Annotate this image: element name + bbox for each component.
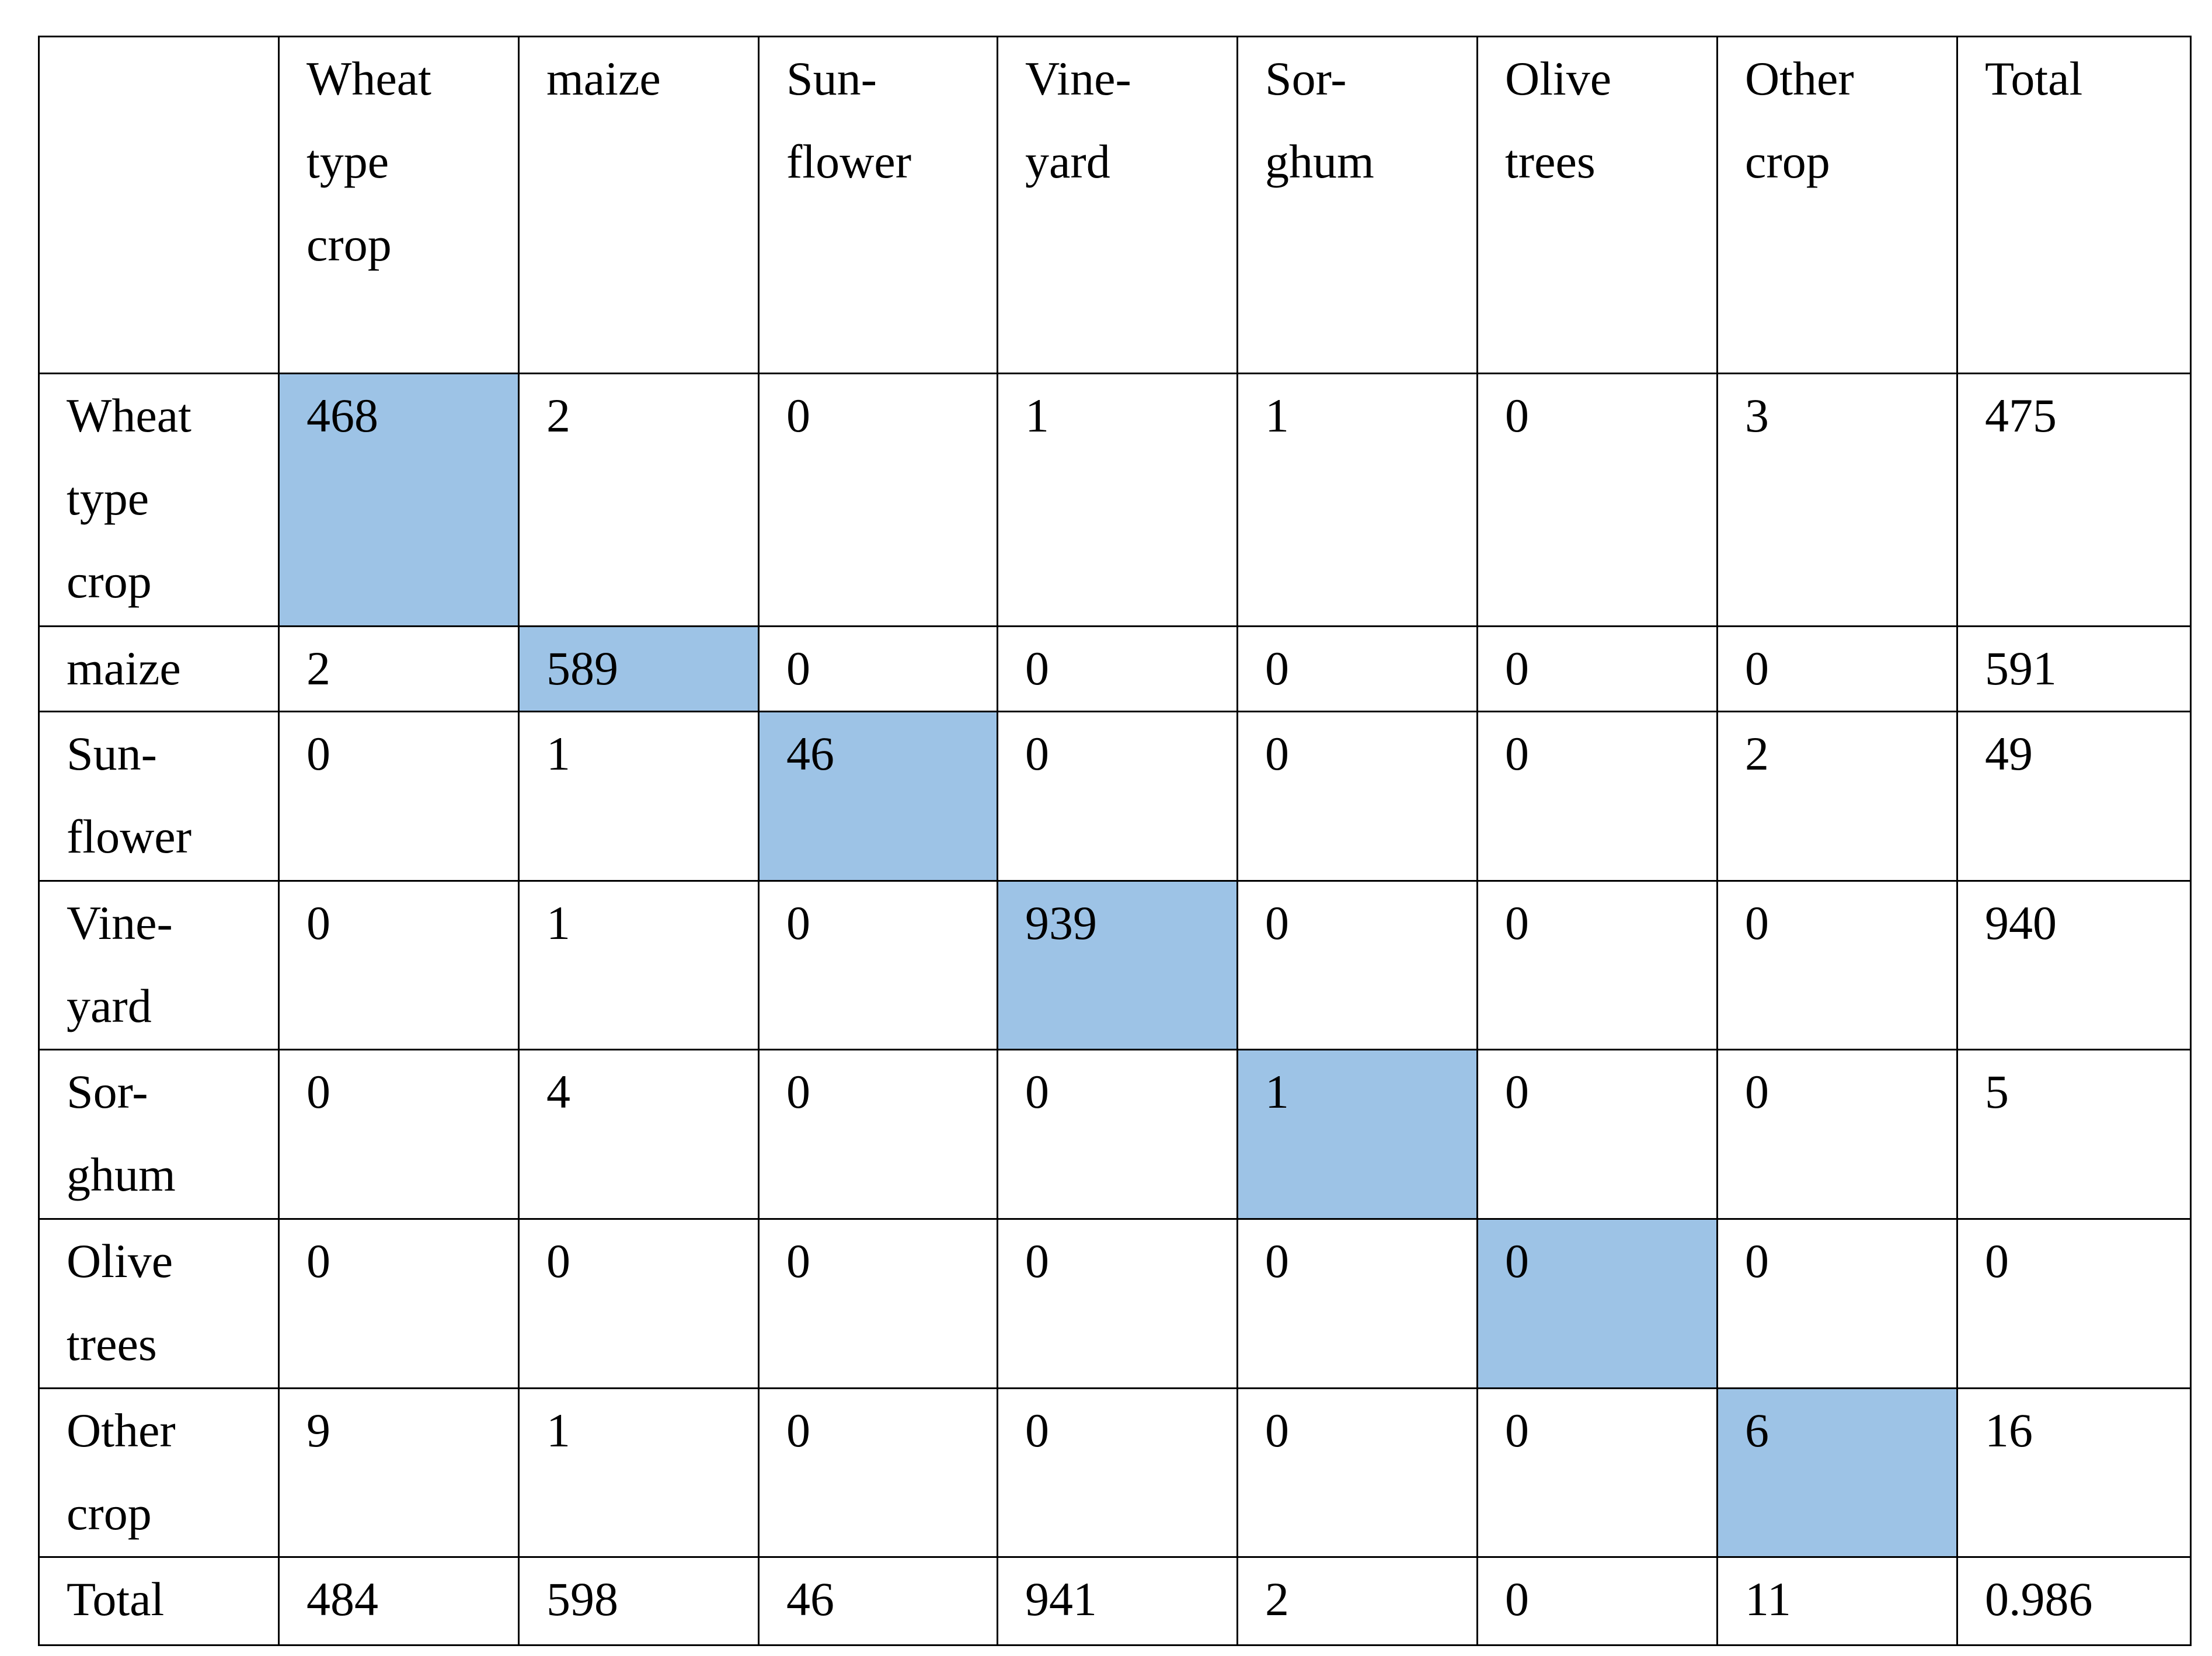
table-cell: 49 [1956, 711, 2192, 882]
row-header: Total [38, 1556, 280, 1646]
table-cell: 1 [518, 1387, 760, 1558]
table-cell: 1 [1236, 1049, 1478, 1220]
table-cell: 4 [518, 1049, 760, 1220]
table-cell: 0 [1476, 1218, 1718, 1389]
table-cell: 6 [1716, 1387, 1958, 1558]
confusion-table: Wheat type crop maize Sun-flower Vine-yard S… [38, 36, 2192, 1646]
table-cell: 0 [997, 1387, 1238, 1558]
row-header: Vine-yard [38, 880, 280, 1050]
table-cell: 589 [518, 625, 760, 712]
table-cell: 11 [1716, 1556, 1958, 1646]
table-cell: 0 [758, 1049, 998, 1220]
table-cell: 468 [278, 373, 520, 627]
row-header: Sun-flower [38, 711, 280, 882]
row-header: maize [38, 625, 280, 712]
table-cell: 0 [278, 1218, 520, 1389]
table-cell: 0 [1476, 880, 1718, 1050]
table-cell: 46 [758, 711, 998, 882]
table-cell: 2 [1236, 1556, 1478, 1646]
table-cell: 0 [1236, 1218, 1478, 1389]
row-header: Olive trees [38, 1218, 280, 1389]
table-cell: 0 [1476, 373, 1718, 627]
table-row: Olive trees 0 0 0 0 0 0 0 0 [38, 1218, 2192, 1389]
table-cell: 1 [997, 373, 1238, 627]
table-cell: 0 [997, 625, 1238, 712]
table-cell: 0 [758, 625, 998, 712]
column-header: Wheat type crop [278, 36, 520, 374]
table-cell: 0 [1956, 1218, 2192, 1389]
table-cell: 5 [1956, 1049, 2192, 1220]
table-row: Wheat type crop 468 2 0 1 1 0 3 475 [38, 373, 2192, 627]
table-cell: 941 [997, 1556, 1238, 1646]
header-row: Wheat type crop maize Sun-flower Vine-yard S… [38, 36, 2192, 374]
table-cell: 3 [1716, 373, 1958, 627]
table-cell: 475 [1956, 373, 2192, 627]
table-cell: 0 [997, 711, 1238, 882]
table-cell: 0 [1236, 711, 1478, 882]
table-row: Other crop 9 1 0 0 0 0 6 16 [38, 1387, 2192, 1558]
table-cell: 0 [1716, 625, 1958, 712]
table-cell: 0 [1716, 880, 1958, 1050]
column-header: maize [518, 36, 760, 374]
table-cell: 940 [1956, 880, 2192, 1050]
table-cell: 16 [1956, 1387, 2192, 1558]
table-row: Vine-yard 0 1 0 939 0 0 0 940 [38, 880, 2192, 1050]
table-cell: 0 [997, 1218, 1238, 1389]
table-cell: 0 [278, 880, 520, 1050]
table-cell: 0 [1476, 711, 1718, 882]
column-header: Sun-flower [758, 36, 998, 374]
table-cell: 0 [1716, 1218, 1958, 1389]
table-cell: 9 [278, 1387, 520, 1558]
table-cell: 0 [1236, 625, 1478, 712]
table-cell: 1 [518, 880, 760, 1050]
table-cell: 939 [997, 880, 1238, 1050]
table-cell: 0 [1236, 880, 1478, 1050]
table-cell: 1 [518, 711, 760, 882]
table-cell: 0 [758, 1218, 998, 1389]
table-cell: 0 [1476, 1556, 1718, 1646]
table-cell: 0 [758, 1387, 998, 1558]
table-cell: 0 [1236, 1387, 1478, 1558]
row-header: Sor-ghum [38, 1049, 280, 1220]
row-header: Wheat type crop [38, 373, 280, 627]
table-cell: 1 [1236, 373, 1478, 627]
column-header: Total [1956, 36, 2192, 374]
table-cell: 46 [758, 1556, 998, 1646]
table-cell: 0 [1476, 1387, 1718, 1558]
column-header: Olive trees [1476, 36, 1718, 374]
table-row: Sun-flower 0 1 46 0 0 0 2 49 [38, 711, 2192, 882]
table-row: maize 2 589 0 0 0 0 0 591 [38, 625, 2192, 712]
table-row: Total 484 598 46 941 2 0 11 0.986 [38, 1556, 2192, 1646]
table-cell: 0 [518, 1218, 760, 1389]
table-cell: 2 [518, 373, 760, 627]
table-cell: 0 [278, 1049, 520, 1220]
table-cell: 0 [758, 880, 998, 1050]
column-header: Vine-yard [997, 36, 1238, 374]
table-cell: 0.986 [1956, 1556, 2192, 1646]
column-header: Sor-ghum [1236, 36, 1478, 374]
table-row: Sor-ghum 0 4 0 0 1 0 0 5 [38, 1049, 2192, 1220]
table-cell: 598 [518, 1556, 760, 1646]
table-cell: 591 [1956, 625, 2192, 712]
table-cell: 2 [1716, 711, 1958, 882]
table-cell: 0 [1476, 1049, 1718, 1220]
table-cell: 2 [278, 625, 520, 712]
table-cell: 0 [1716, 1049, 1958, 1220]
table-cell: 0 [997, 1049, 1238, 1220]
table-cell: 0 [758, 373, 998, 627]
table-cell: 0 [278, 711, 520, 882]
table-cell: 0 [1476, 625, 1718, 712]
column-header: Other crop [1716, 36, 1958, 374]
table-cell: 484 [278, 1556, 520, 1646]
corner-cell [38, 36, 280, 374]
row-header: Other crop [38, 1387, 280, 1558]
